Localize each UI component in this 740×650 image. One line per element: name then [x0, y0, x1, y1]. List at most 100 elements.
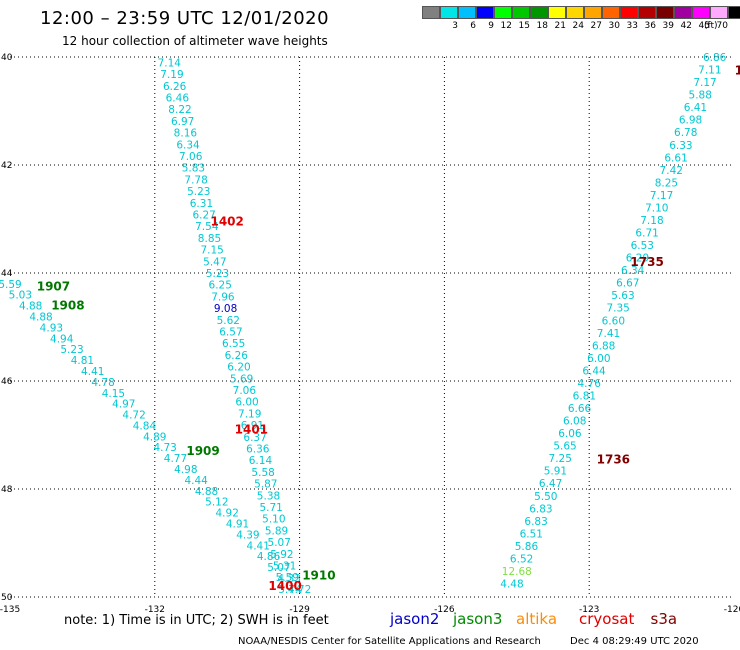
wave-height-reading: 6.86: [703, 52, 727, 64]
wave-height-reading: 5.47: [203, 256, 226, 268]
satellite-name: jason3: [453, 610, 503, 628]
legend-swatch: [476, 6, 494, 19]
legend-swatch: [512, 6, 530, 19]
wave-height-reading: 4.41: [247, 540, 270, 552]
wave-height-reading: 6.31: [190, 198, 213, 210]
wave-height-reading: 4.77: [164, 453, 187, 465]
wave-height-reading: 5.59: [276, 572, 299, 584]
wave-height-reading: 5.07: [268, 537, 291, 549]
wave-height-reading: 6.67: [616, 278, 639, 290]
wave-height-reading: 5.88: [689, 90, 712, 102]
wave-height-reading: 7.78: [184, 174, 207, 186]
latitude-tick-label: 50: [1, 593, 13, 603]
legend-label: 45: [698, 21, 710, 31]
wave-height-reading: 5.62: [217, 315, 240, 327]
wave-height-reading: 5.12: [205, 497, 228, 509]
latitude-tick-label: 46: [1, 377, 13, 387]
pass-time-label: 1400: [268, 579, 301, 593]
legend-label: 9: [488, 21, 494, 31]
wave-height-reading: 5.87: [254, 479, 277, 491]
wave-height-reading: 6.34: [621, 265, 645, 277]
wave-height-reading: 4.72: [122, 410, 145, 422]
wave-height-reading: 7.42: [660, 165, 683, 177]
legend-swatch: [602, 6, 620, 19]
wave-height-reading: 8.22: [168, 104, 191, 116]
wave-height-reading: 6.00: [587, 353, 610, 365]
wave-height-reading: 6.41: [684, 102, 707, 114]
wave-height-reading: 9.08: [214, 303, 237, 315]
wave-height-reading: 6.98: [679, 115, 702, 127]
wave-height-reading: 5.63: [611, 290, 634, 302]
wave-height-reading: 8.85: [198, 233, 221, 245]
wave-height-reading: 4.88: [19, 301, 42, 313]
wave-height-reading: 7.41: [597, 328, 620, 340]
longitude-tick-label: -120: [724, 605, 740, 615]
wave-height-reading: 7.14: [158, 57, 182, 69]
pass-time-label: 1: [735, 64, 740, 78]
legend-swatch: [674, 6, 692, 19]
satellite-name: altika: [516, 610, 558, 628]
wave-height-reading: 5.59: [0, 279, 22, 291]
wave-height-reading: 4.91: [226, 519, 249, 531]
wave-height-reading: 4.76: [578, 378, 602, 390]
credit-text: NOAA/NESDIS Center for Satellite Applica…: [238, 636, 541, 647]
chart-subtitle: 12 hour collection of altimeter wave hei…: [62, 34, 328, 48]
wave-height-reading: 6.52: [510, 553, 533, 565]
legend-swatch: [440, 6, 458, 19]
wave-height-reading: 8.25: [655, 177, 678, 189]
pass-time-label: 1909: [186, 444, 219, 458]
wave-height-reading: 6.00: [235, 397, 258, 409]
wave-height-reading: 5.83: [182, 163, 205, 175]
credit-line: NOAA/NESDIS Center for Satellite Applica…: [238, 636, 699, 647]
wave-height-reading: 6.27: [192, 210, 215, 222]
wave-height-reading: 4.89: [143, 431, 166, 443]
wave-height-reading: 6.81: [573, 390, 596, 402]
wave-height-reading: 4.78: [91, 377, 114, 389]
wave-height-reading: 4.44: [184, 475, 208, 487]
wave-height-reading: 6.36: [246, 444, 270, 456]
wave-height-reading: 4.39: [236, 529, 259, 541]
wave-height-reading: 6.71: [635, 228, 658, 240]
legend-label: 27: [590, 21, 602, 31]
pass-time-label: 1736: [597, 452, 630, 466]
legend-label: 70: [716, 21, 728, 31]
legend-swatch: [692, 6, 710, 19]
wave-height-reading: 7.11: [698, 65, 721, 77]
wave-height-reading: 4.97: [112, 399, 135, 411]
wave-height-reading: 5.71: [259, 502, 282, 514]
wave-height-reading: 4.92: [216, 508, 239, 520]
wave-height-reading: 6.60: [602, 315, 625, 327]
wave-height-reading: 4.72: [288, 584, 311, 596]
wave-height-reading: 5.86: [515, 541, 539, 553]
satellite-name: cryosat: [579, 610, 635, 628]
wave-height-reading: 7.35: [606, 303, 629, 315]
wave-height-reading: 6.88: [592, 340, 615, 352]
legend-swatch: [656, 6, 674, 19]
legend-swatch: [548, 6, 566, 19]
wave-height-reading: 6.57: [219, 327, 242, 339]
wave-height-reading: 5.07: [267, 562, 290, 574]
wave-height-reading: 4.93: [40, 322, 63, 334]
color-scale-labels: 3 6 9 12 15 18 21 24 27 30 33 36 39 42 45 70: [422, 21, 740, 31]
wave-height-reading: 6.29: [626, 253, 649, 265]
legend-label: 36: [644, 21, 656, 31]
wave-height-reading: 5.58: [251, 467, 274, 479]
legend-label: 6: [470, 21, 476, 31]
wave-height-reading: 5.38: [257, 490, 280, 502]
wave-height-reading: 7.10: [645, 202, 668, 214]
wave-height-reading: 6.46: [166, 93, 190, 105]
legend-label: 15: [518, 21, 530, 31]
footnote: note: 1) Time is in UTC; 2) SWH is in fe…: [64, 613, 329, 628]
legend-label: 12: [500, 21, 512, 31]
wave-height-reading: 6.44: [582, 365, 606, 377]
wave-height-reading: 5.92: [270, 549, 293, 561]
legend-label: 42: [680, 21, 692, 31]
wave-height-reading: 6.34: [176, 139, 200, 151]
wave-height-reading: 7.54: [195, 221, 219, 233]
color-scale-unit: (ft): [704, 21, 718, 31]
wave-height-reading: 6.25: [209, 280, 232, 292]
legend-swatch: [530, 6, 548, 19]
legend-label: 39: [662, 21, 674, 31]
wave-height-reading: 4.86: [257, 551, 281, 563]
latitude-tick-label: 44: [1, 269, 13, 279]
